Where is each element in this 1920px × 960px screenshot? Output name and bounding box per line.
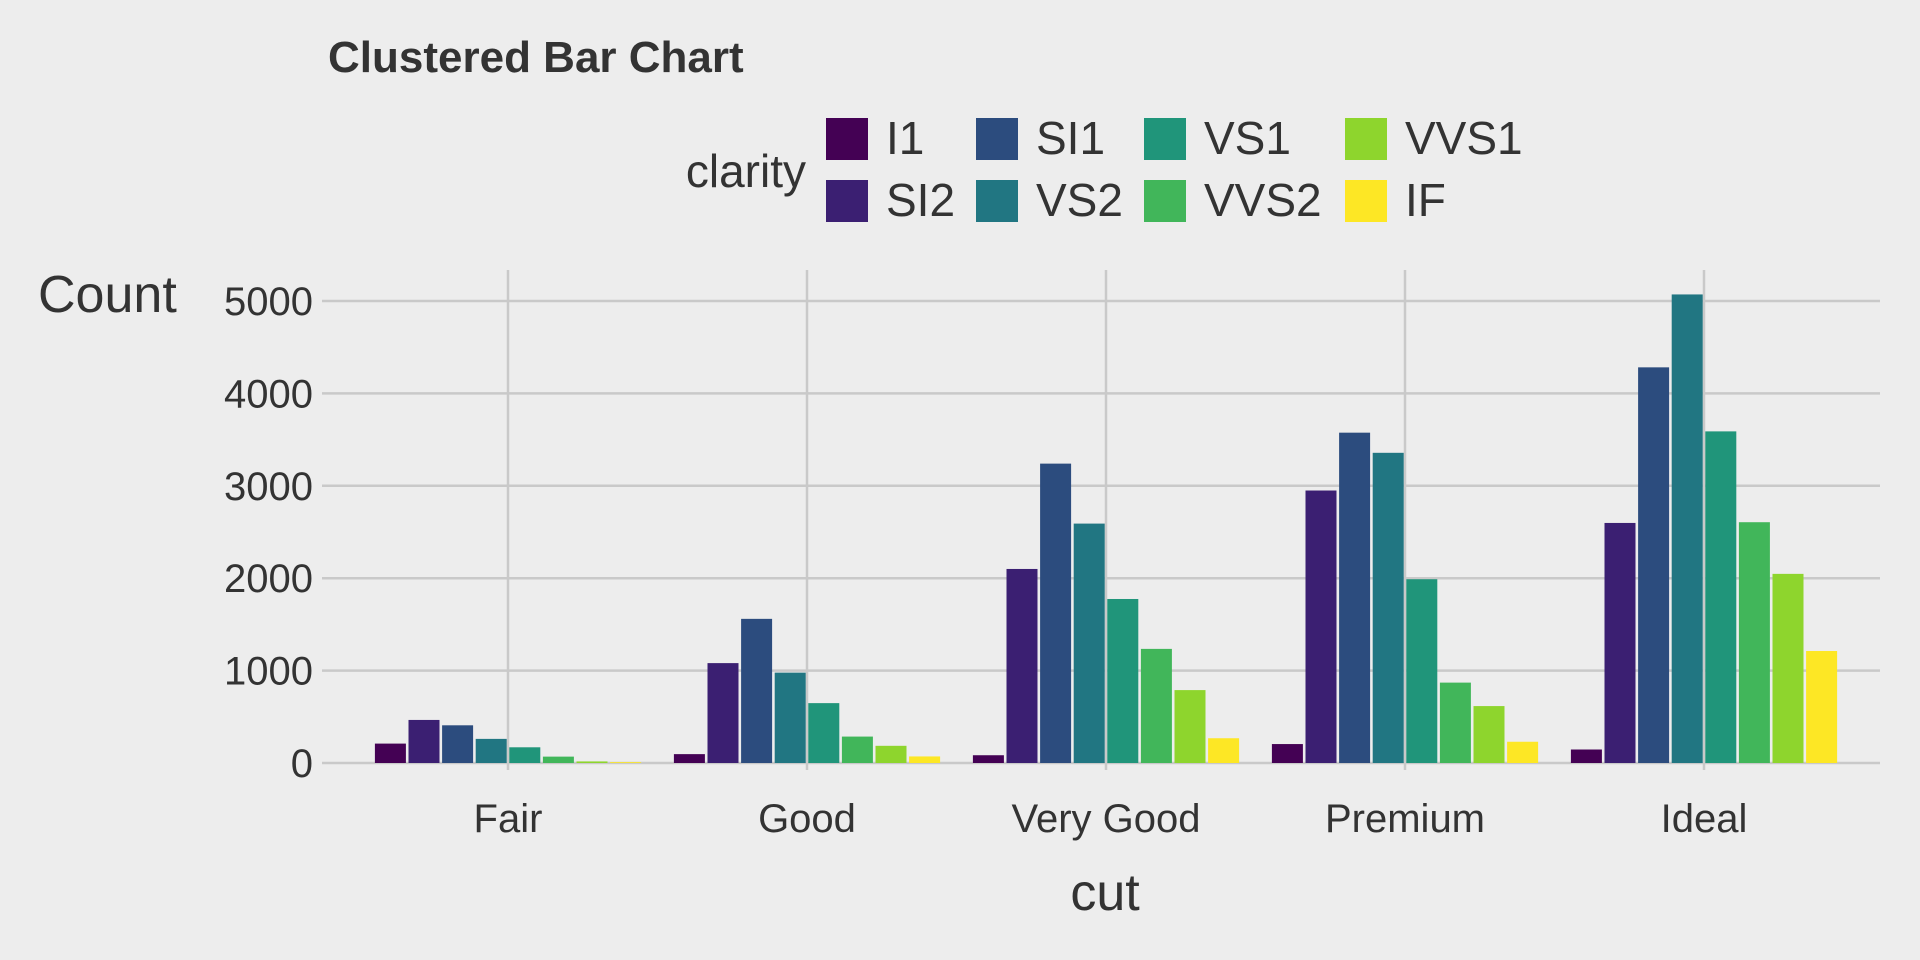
legend-label: IF (1405, 174, 1446, 226)
bar (1174, 690, 1206, 763)
bar (1439, 682, 1471, 763)
legend-key (1345, 180, 1387, 222)
bar (909, 756, 941, 763)
legend-key (976, 118, 1018, 160)
bar (1271, 744, 1303, 763)
bar (741, 618, 773, 763)
bar (1570, 749, 1602, 763)
bar (576, 761, 608, 763)
bar (1006, 568, 1038, 763)
bar (1040, 463, 1072, 763)
x-axis-title: cut (1070, 864, 1140, 922)
y-tick-label: 1000 (224, 650, 313, 694)
legend-key (1144, 118, 1186, 160)
legend-label: I1 (886, 112, 924, 164)
bar (1406, 579, 1438, 763)
x-tick-label: Good (758, 797, 856, 841)
legend-title: clarity (686, 145, 806, 197)
legend-key (826, 118, 868, 160)
bar (1738, 522, 1770, 763)
x-tick-label: Fair (474, 797, 543, 841)
y-tick-label: 0 (291, 742, 313, 786)
bar (972, 755, 1004, 763)
x-tick-label: Premium (1325, 797, 1485, 841)
bar (1604, 522, 1636, 763)
legend-label: SI2 (886, 174, 955, 226)
legend-label: SI1 (1036, 112, 1105, 164)
bar (1073, 523, 1105, 763)
legend-key (826, 180, 868, 222)
bar (1208, 738, 1240, 763)
bar (1507, 741, 1539, 763)
bar (1806, 651, 1838, 763)
bar (841, 736, 873, 763)
legend-label: VVS2 (1204, 174, 1322, 226)
bar (1372, 452, 1404, 763)
legend-label: VS1 (1204, 112, 1291, 164)
x-tick-label: Ideal (1661, 797, 1748, 841)
chart-title: Clustered Bar Chart (328, 33, 744, 82)
bar (1339, 432, 1371, 763)
legend-key (1144, 180, 1186, 222)
bar (1638, 367, 1670, 763)
bar (408, 719, 440, 763)
x-tick-label: Very Good (1011, 797, 1200, 841)
bar (1305, 490, 1337, 763)
bar (1671, 294, 1703, 763)
bar (875, 745, 907, 763)
bar (475, 738, 507, 763)
bar (774, 672, 806, 763)
bars (374, 294, 1838, 763)
y-axis-title: Count (38, 266, 177, 324)
legend-label: VVS1 (1405, 112, 1523, 164)
bar (707, 663, 739, 763)
y-tick-label: 2000 (224, 557, 313, 601)
x-axis-ticks: Fair Good Very Good Premium Ideal (474, 797, 1748, 841)
y-tick-label: 4000 (224, 372, 313, 416)
bar (1473, 706, 1505, 763)
y-tick-label: 5000 (224, 280, 313, 324)
bar (1705, 431, 1737, 763)
legend-key (1345, 118, 1387, 160)
bar (1107, 598, 1139, 763)
bar (1772, 573, 1804, 763)
legend: I1 SI2 SI1 VS2 VS1 VVS2 VVS1 IF (826, 112, 1523, 226)
bar (1140, 648, 1172, 763)
legend-label: VS2 (1036, 174, 1123, 226)
bar (808, 703, 840, 763)
bar (374, 743, 406, 763)
y-tick-label: 3000 (224, 465, 313, 509)
bar (673, 754, 705, 763)
bar (542, 756, 574, 763)
bar (442, 725, 474, 763)
bar (509, 747, 541, 763)
y-axis-ticks: 0 1000 2000 3000 4000 5000 (224, 280, 313, 786)
bar (610, 762, 642, 763)
legend-key (976, 180, 1018, 222)
